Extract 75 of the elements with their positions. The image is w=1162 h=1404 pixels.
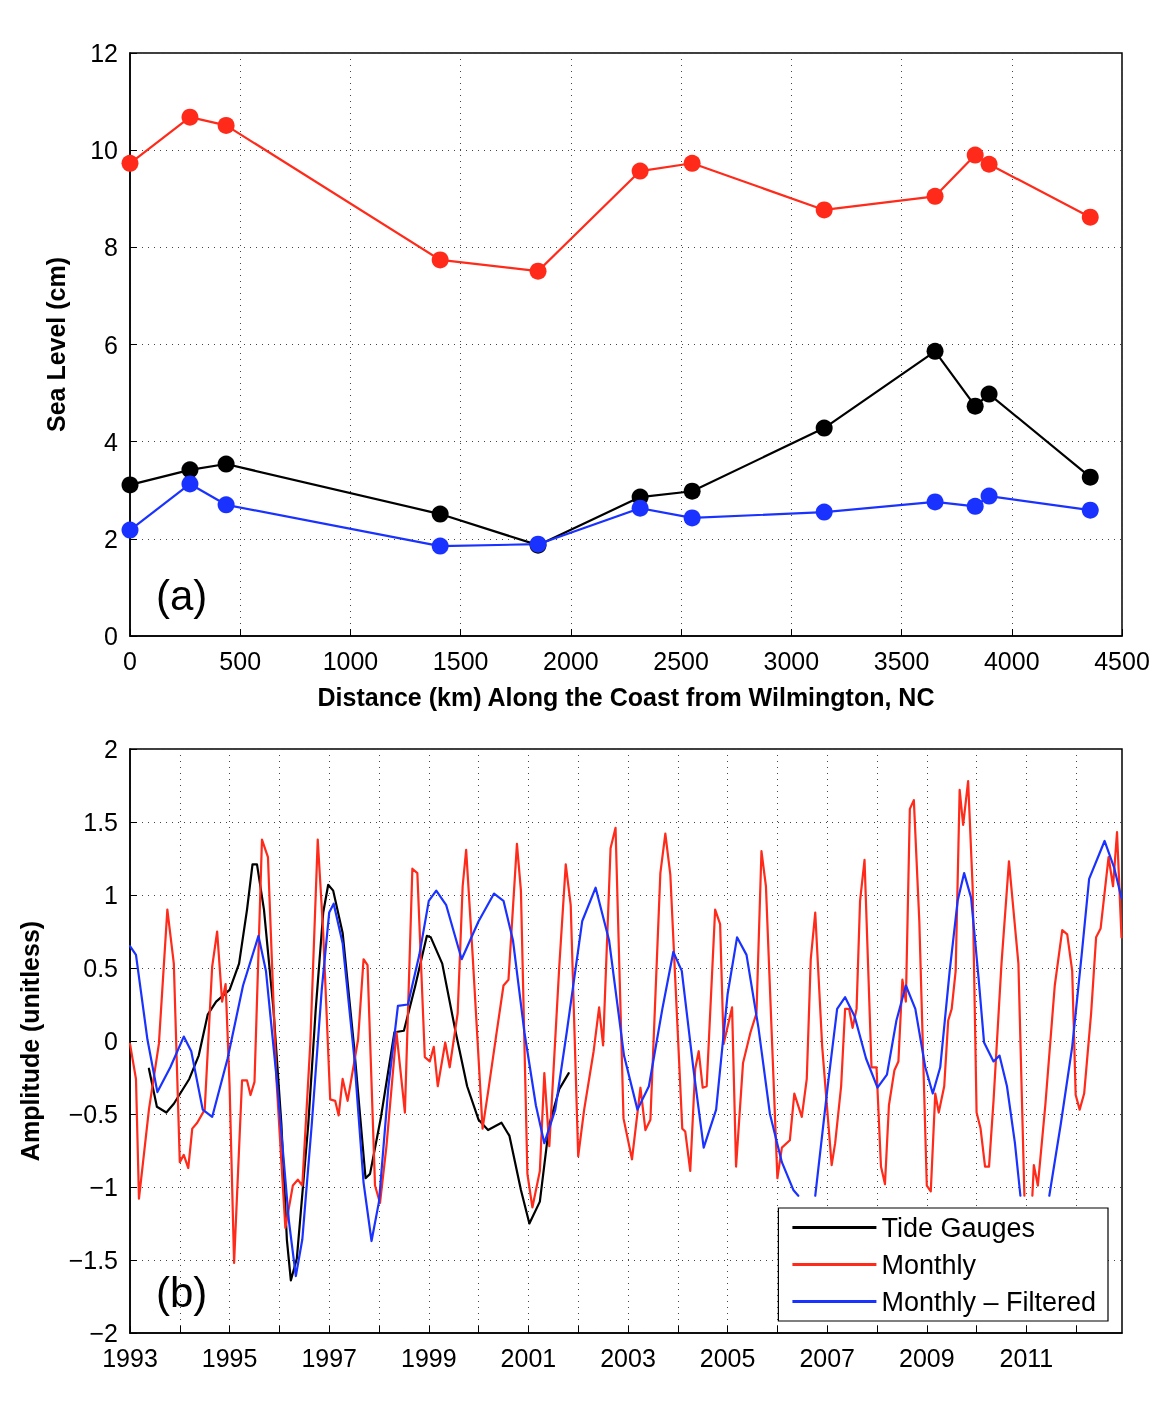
point xyxy=(217,455,235,473)
point xyxy=(1081,468,1099,486)
point xyxy=(966,397,984,415)
x-tick-label: 1995 xyxy=(201,1343,258,1372)
y-axis-title: Sea Level (cm) xyxy=(41,256,70,433)
point xyxy=(683,154,701,172)
x-axis-title: Distance (km) Along the Coast from Wilmington, NC xyxy=(317,682,935,711)
x-tick-label: 2500 xyxy=(653,646,709,675)
y-tick-label: 4 xyxy=(104,427,119,456)
point xyxy=(926,187,944,205)
point xyxy=(815,419,833,437)
x-tick-label: 2005 xyxy=(699,1343,756,1372)
x-tick-label: 0 xyxy=(123,646,137,675)
x-tick-label: 2009 xyxy=(898,1343,955,1372)
y-tick-label: 6 xyxy=(104,330,118,359)
point xyxy=(980,155,998,173)
legend-label: Monthly xyxy=(881,1249,977,1280)
annotation: (a) xyxy=(156,571,208,619)
point xyxy=(529,262,547,280)
y-tick-label: 1 xyxy=(104,881,118,909)
x-tick-label: 2000 xyxy=(543,646,599,675)
x-tick-label: 4500 xyxy=(1094,646,1150,675)
point xyxy=(121,476,139,494)
y-tick-label: 0 xyxy=(104,1027,118,1055)
point xyxy=(683,482,701,500)
point xyxy=(181,475,199,493)
y-axis-title: Amplitude (unitless) xyxy=(15,920,44,1162)
point xyxy=(431,537,449,555)
point xyxy=(926,342,944,360)
x-tick-label: 3000 xyxy=(763,646,820,675)
x-tick-label: 4000 xyxy=(983,646,1040,675)
point xyxy=(431,251,449,269)
legend-label: Tide Gauges xyxy=(881,1212,1035,1243)
point xyxy=(926,493,944,511)
point xyxy=(815,201,833,219)
y-tick-label: 2 xyxy=(104,524,118,553)
point xyxy=(966,497,984,515)
y-tick-label: −1 xyxy=(89,1173,118,1201)
y-tick-label: 2 xyxy=(104,735,118,763)
x-tick-label: 1999 xyxy=(400,1343,457,1372)
x-tick-label: 2011 xyxy=(999,1343,1054,1372)
x-tick-label: 2003 xyxy=(600,1343,656,1372)
point xyxy=(181,108,199,126)
y-tick-label: 10 xyxy=(90,136,118,165)
point xyxy=(181,461,199,479)
point xyxy=(966,146,984,164)
point xyxy=(1081,501,1099,519)
point xyxy=(683,509,701,527)
legend-label: Monthly – Filtered xyxy=(881,1286,1096,1317)
x-tick-label: 3500 xyxy=(873,646,930,675)
point xyxy=(980,385,998,403)
point xyxy=(980,487,998,505)
annotation: (b) xyxy=(156,1268,208,1316)
y-tick-label: −0.5 xyxy=(68,1100,118,1128)
point xyxy=(431,505,449,523)
point xyxy=(631,499,649,517)
point xyxy=(121,154,139,172)
x-tick-label: 1000 xyxy=(322,646,379,675)
x-tick-label: 500 xyxy=(219,646,262,675)
y-tick-label: 1.5 xyxy=(83,808,118,836)
y-tick-label: 8 xyxy=(104,233,118,262)
point xyxy=(815,503,833,521)
x-tick-label: 1500 xyxy=(432,646,489,675)
point xyxy=(121,521,139,539)
y-tick-label: 12 xyxy=(90,39,118,67)
x-tick-label: 2007 xyxy=(799,1343,855,1372)
point xyxy=(1081,208,1099,226)
point xyxy=(217,496,235,514)
y-tick-label: −1.5 xyxy=(68,1246,118,1274)
y-tick-label: 0 xyxy=(104,622,118,650)
x-tick-label: 2001 xyxy=(500,1343,557,1372)
point xyxy=(631,162,649,180)
y-tick-label: 0.5 xyxy=(83,954,118,982)
x-tick-label: 1997 xyxy=(301,1343,358,1372)
point xyxy=(217,116,235,134)
